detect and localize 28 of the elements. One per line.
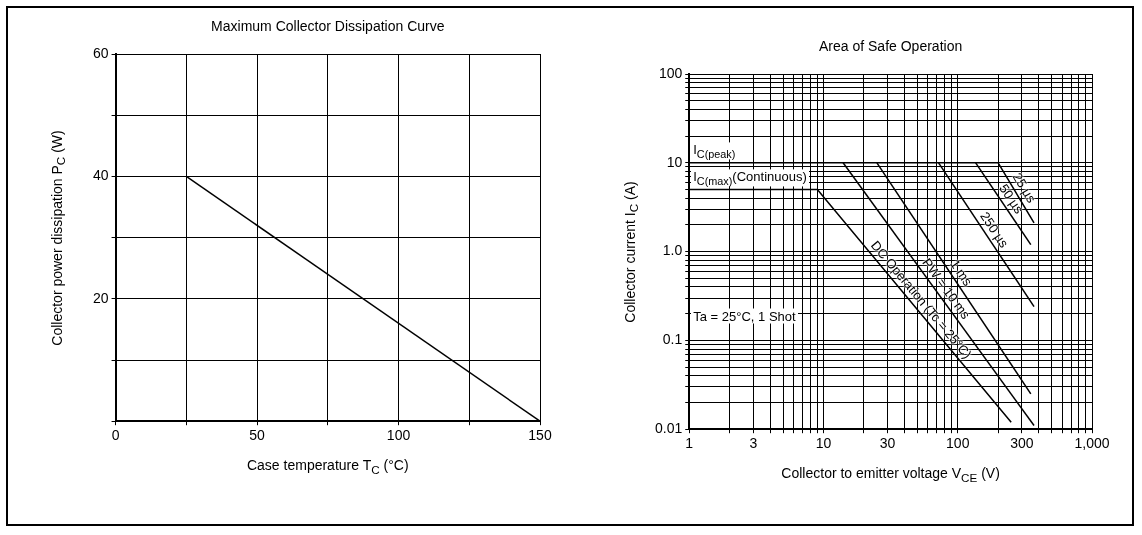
x-tick-label: 100: [386, 427, 411, 444]
text: 250 µs: [977, 208, 1012, 250]
x-tick-label: 100: [946, 435, 970, 452]
x-tick-label: 300: [1010, 435, 1034, 452]
y-tick-label: 100: [658, 64, 683, 81]
y-tick-label: 0.01: [655, 420, 683, 437]
x-tick-label: 50: [249, 427, 266, 444]
x-tick-label: 1,000: [1074, 435, 1110, 452]
x-axis-title: Case temperature T$_{C}$ (°C): [246, 457, 409, 476]
y-tick-label: 60: [92, 44, 109, 61]
chart-title: Area of Safe Operation: [819, 38, 963, 54]
y-tick-label: 1.0: [662, 242, 683, 259]
chart-title: Maximum Collector Dissipation Curve: [211, 18, 445, 34]
x-tick-label: 0: [111, 427, 120, 444]
x-tick-label: 150: [528, 427, 552, 444]
y-tick-label: 40: [92, 167, 109, 184]
text: 1 ms: [947, 257, 976, 289]
y-tick-label: 10: [666, 153, 683, 170]
annotation: I$_{C(peak)}$: [691, 142, 738, 160]
x-tick-label: 3: [749, 435, 758, 452]
annotation: Ta = 25°C, 1 Shot: [691, 308, 798, 324]
y-tick-label: 0.1: [662, 331, 683, 348]
annotation: I$_{C(max)}$(Continuous): [691, 168, 809, 187]
x-tick-label: 30: [879, 435, 896, 452]
y-tick-label: 20: [92, 289, 109, 306]
x-tick-label: 1: [685, 435, 694, 452]
x-axis-title: Collector to emitter voltage V$_{CE}$ (V): [781, 465, 1000, 484]
x-tick-label: 10: [815, 435, 832, 452]
